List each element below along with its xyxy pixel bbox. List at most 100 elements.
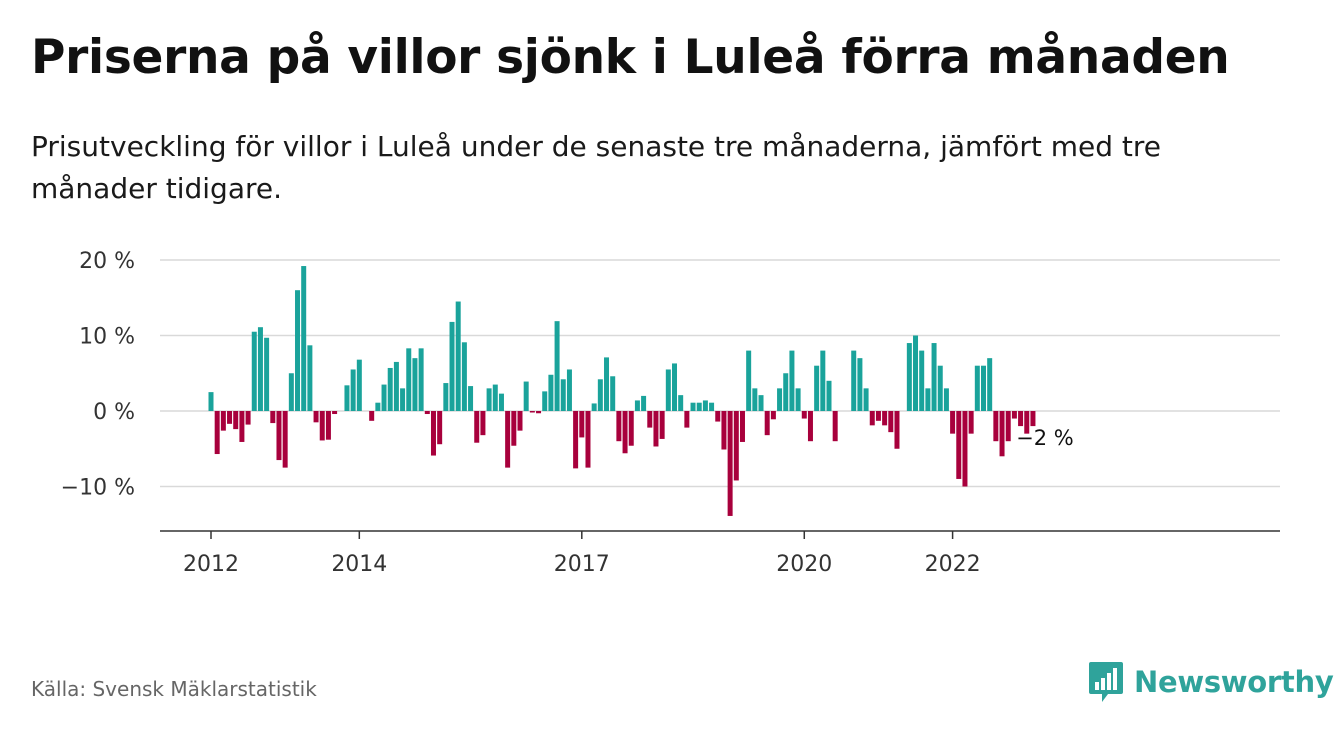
bar <box>313 411 319 423</box>
bar <box>628 411 634 446</box>
bar <box>974 365 980 411</box>
bar <box>579 411 585 438</box>
bar <box>480 411 486 436</box>
bar <box>968 411 974 434</box>
bar <box>492 384 498 411</box>
bar <box>233 411 239 430</box>
bar <box>307 345 313 411</box>
bar <box>356 359 362 411</box>
bar <box>820 350 826 411</box>
bar <box>1024 411 1030 434</box>
bar <box>826 380 832 411</box>
brand-name: Newsworthy <box>1134 665 1334 699</box>
bar <box>276 411 282 461</box>
bar <box>981 365 986 411</box>
x-tick-label: 2014 <box>331 552 387 577</box>
bar <box>270 411 276 424</box>
bar <box>814 365 820 411</box>
bar <box>752 388 758 411</box>
bar <box>264 337 270 411</box>
x-tick-label: 2022 <box>925 552 981 577</box>
bar <box>542 391 548 411</box>
bar <box>560 379 566 411</box>
bar <box>727 411 733 516</box>
bar <box>678 395 684 411</box>
bar <box>851 350 857 411</box>
bar <box>807 411 813 442</box>
bar <box>962 411 968 487</box>
bar <box>418 348 424 411</box>
source-note: Källa: Svensk Mäklarstatistik <box>31 677 317 701</box>
bar <box>381 384 387 411</box>
bar <box>647 411 653 428</box>
bar <box>863 388 869 411</box>
bar <box>739 411 745 442</box>
bar <box>1018 411 1024 427</box>
bar <box>208 392 214 411</box>
bar <box>832 411 838 442</box>
y-tick-labels: 20 % 10 % 0 % −10 % <box>61 249 135 501</box>
bar <box>517 411 523 431</box>
bar <box>653 411 659 447</box>
bar <box>474 411 480 443</box>
bar <box>690 402 696 411</box>
bar <box>393 361 399 411</box>
bar <box>591 403 597 411</box>
bar <box>257 327 263 411</box>
bar <box>449 321 455 411</box>
bar <box>573 411 579 469</box>
bar <box>801 411 807 419</box>
bar <box>906 343 912 411</box>
bar <box>585 411 591 468</box>
bar <box>789 350 795 411</box>
gridlines <box>160 259 1280 488</box>
y-tick-label: 10 % <box>79 325 135 350</box>
bar <box>536 411 542 414</box>
bar <box>455 301 461 411</box>
bar <box>641 395 647 411</box>
y-tick-label: −10 % <box>61 476 135 501</box>
bar <box>622 411 628 454</box>
bar <box>888 411 894 433</box>
last-value-label: −2 % <box>1016 426 1074 450</box>
bar <box>857 358 863 411</box>
bar <box>709 402 715 411</box>
x-tick-label: 2017 <box>554 552 610 577</box>
bar <box>715 411 721 422</box>
bar <box>468 386 474 411</box>
bar <box>634 400 640 411</box>
bar <box>1030 411 1036 427</box>
bar <box>400 388 406 411</box>
bar <box>604 357 610 411</box>
bar <box>1005 411 1011 442</box>
newsworthy-logo-icon <box>1089 662 1123 702</box>
bar <box>993 411 999 442</box>
bar <box>288 373 294 411</box>
bar <box>412 358 418 411</box>
bar <box>931 343 937 411</box>
bar <box>659 411 665 439</box>
bar <box>511 411 517 446</box>
bar <box>665 369 671 411</box>
bar <box>350 369 356 411</box>
bar <box>387 367 393 411</box>
bar <box>721 411 727 450</box>
chart-subtitle: Prisutveckling för villor i Luleå under … <box>31 130 1161 205</box>
bar <box>282 411 288 468</box>
bar <box>925 388 931 411</box>
bar <box>702 400 708 411</box>
bar <box>869 411 875 426</box>
bar <box>616 411 622 442</box>
bar <box>369 411 375 421</box>
bar <box>943 388 949 411</box>
bar <box>770 411 776 420</box>
x-tick-label: 2012 <box>183 552 239 577</box>
brand-logo[interactable]: Newsworthy <box>1088 660 1334 704</box>
bar <box>344 385 350 411</box>
bar <box>783 373 789 411</box>
bar <box>795 388 801 411</box>
bar <box>764 411 770 436</box>
bar <box>733 411 739 481</box>
bar <box>875 411 881 421</box>
bar <box>696 402 702 411</box>
